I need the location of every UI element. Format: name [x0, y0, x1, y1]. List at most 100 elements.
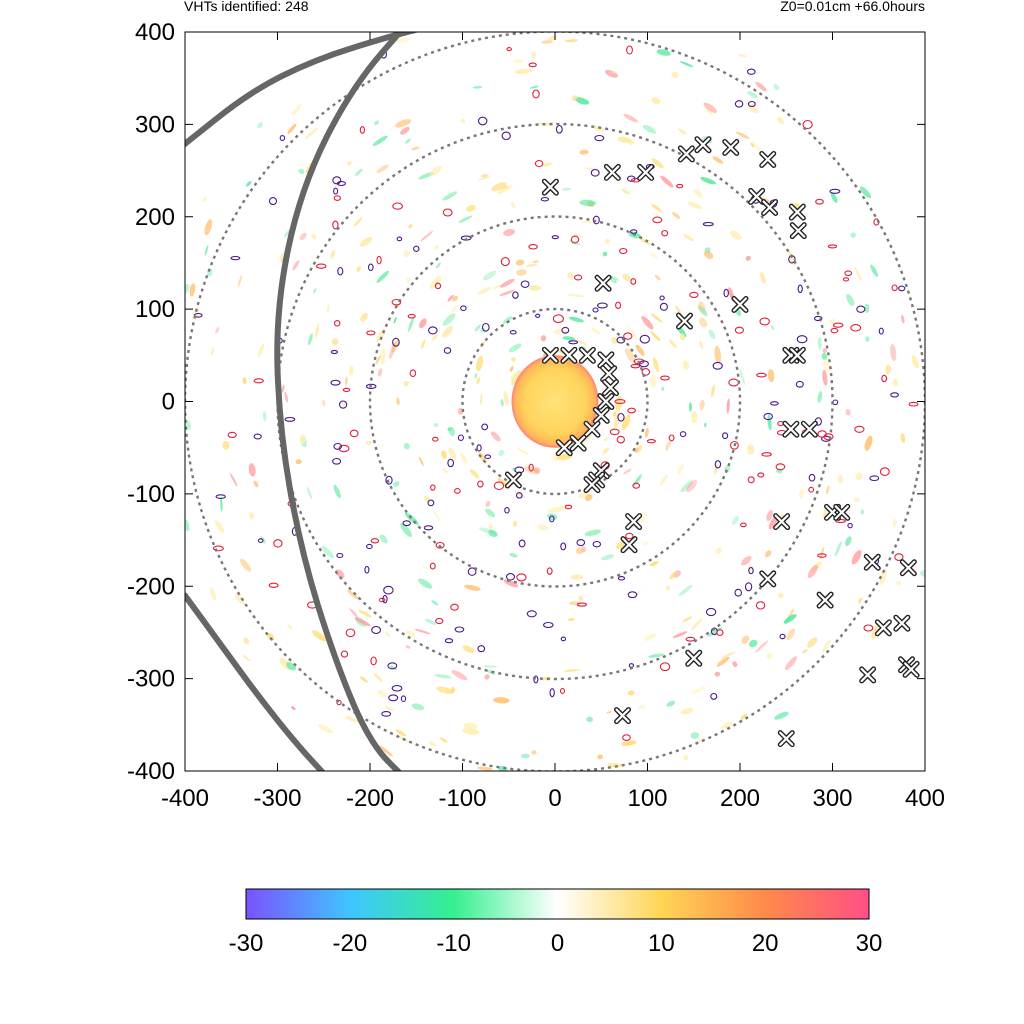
anomaly-patch — [292, 260, 300, 271]
vht-contour — [337, 266, 344, 276]
anomaly-patch — [281, 384, 285, 393]
anomaly-patch — [500, 398, 504, 407]
anomaly-patch — [579, 149, 589, 155]
anomaly-patch — [698, 301, 706, 313]
anomaly-patch — [486, 669, 496, 676]
vht-marker — [788, 203, 806, 221]
anomaly-patch — [650, 331, 661, 342]
vht-contour — [728, 378, 740, 387]
anomaly-patch — [393, 316, 397, 324]
anomaly-patch — [474, 324, 481, 332]
vht-contour — [333, 195, 341, 201]
anomaly-patch — [783, 614, 797, 624]
vht-contour — [366, 330, 376, 336]
anomaly-patch — [537, 524, 549, 531]
anomaly-patch — [695, 738, 706, 743]
anomaly-patch — [347, 589, 360, 600]
vht-contour — [702, 221, 714, 227]
anomaly-patch — [496, 185, 513, 194]
vht-contour — [345, 628, 356, 638]
vht-contour — [823, 433, 834, 441]
vht-contour — [597, 302, 608, 309]
anomaly-patch — [777, 592, 784, 599]
vht-marker — [625, 513, 643, 531]
anomaly-patch — [533, 467, 541, 474]
vht-contour — [392, 337, 400, 347]
anomaly-patch — [189, 283, 196, 297]
anomaly-patch — [870, 264, 879, 277]
vht-marker — [614, 707, 632, 725]
anomaly-patch — [669, 339, 677, 348]
vht-marker — [578, 346, 596, 364]
anomaly-patch — [511, 202, 516, 209]
anomaly-patch — [567, 294, 585, 297]
anomaly-patch — [284, 391, 289, 403]
vht-contour — [854, 425, 865, 433]
vht-contour — [797, 284, 803, 294]
vht-contour — [619, 247, 628, 255]
anomaly-patch — [606, 711, 612, 714]
vht-contour — [430, 484, 436, 491]
vht-contour — [568, 340, 579, 345]
vht-contour — [898, 285, 906, 292]
anomaly-patch — [661, 386, 665, 391]
vht-marker-fill — [580, 348, 595, 363]
vht-contour — [442, 208, 453, 217]
vht-contour — [734, 100, 744, 108]
anomaly-patch — [660, 175, 674, 188]
vht-contour — [336, 552, 344, 559]
vht-marker-fill — [865, 555, 880, 570]
anomaly-patch — [865, 336, 870, 342]
anomaly-patch — [359, 237, 373, 247]
anomaly-patch — [499, 278, 515, 288]
vht-contour — [481, 423, 489, 431]
vht-contour — [528, 62, 537, 68]
vht-marker — [874, 619, 892, 637]
vht-contour — [460, 305, 467, 312]
colorbar-scale — [245, 888, 870, 920]
anomaly-patch — [786, 628, 796, 641]
vht-contour — [332, 457, 342, 465]
anomaly-patch — [627, 690, 635, 696]
x-tick-label: -400 — [161, 785, 209, 812]
anomaly-patch — [373, 672, 383, 683]
anomaly-patch — [612, 411, 616, 417]
vht-contour — [770, 401, 779, 406]
vht-marker — [602, 379, 619, 397]
vht-contour — [734, 326, 744, 334]
anomaly-patch — [341, 401, 345, 409]
vht-contour — [454, 626, 465, 633]
vht-marker — [541, 178, 559, 196]
vht-marker-fill — [584, 422, 600, 437]
anomaly-patch — [890, 344, 897, 362]
vht-contour — [779, 633, 786, 640]
anomaly-patch — [773, 84, 780, 91]
anomaly-patch — [304, 127, 318, 140]
anomaly-patch — [624, 348, 636, 364]
vht-marker — [859, 666, 877, 684]
anomaly-patch — [347, 161, 352, 166]
range-ring — [276, 122, 834, 681]
vht-contour — [532, 89, 540, 99]
anomaly-patch — [418, 578, 433, 589]
anomaly-patch — [374, 120, 379, 126]
anomaly-patch — [240, 558, 252, 572]
anomaly-patch — [478, 176, 491, 181]
vht-contour — [817, 553, 827, 558]
vht-marker — [773, 513, 791, 531]
vht-contour — [257, 538, 264, 543]
anomaly-patch — [553, 328, 567, 335]
anomaly-patch — [349, 365, 354, 376]
anomaly-patch — [574, 339, 588, 346]
anomaly-patch — [626, 326, 638, 340]
vht-contour — [273, 539, 283, 548]
anomaly-patch — [683, 754, 689, 761]
vht-marker-fill — [621, 537, 637, 552]
vht-contour — [623, 332, 633, 340]
anomaly-patch — [900, 432, 906, 444]
vht-contour — [506, 47, 512, 52]
x-tick-label: 200 — [720, 785, 760, 812]
anomaly-patch — [568, 316, 584, 323]
vht-contour — [370, 656, 377, 666]
anomaly-patch — [429, 276, 442, 290]
